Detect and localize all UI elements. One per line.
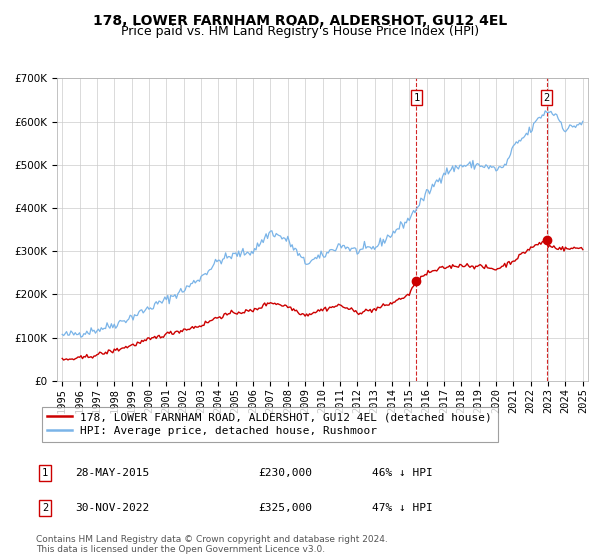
- Text: £230,000: £230,000: [258, 468, 312, 478]
- Text: 178, LOWER FARNHAM ROAD, ALDERSHOT, GU12 4EL: 178, LOWER FARNHAM ROAD, ALDERSHOT, GU12…: [93, 14, 507, 28]
- Text: 46% ↓ HPI: 46% ↓ HPI: [372, 468, 433, 478]
- Text: Contains HM Land Registry data © Crown copyright and database right 2024.: Contains HM Land Registry data © Crown c…: [36, 535, 388, 544]
- Text: 1: 1: [413, 93, 419, 103]
- Legend: 178, LOWER FARNHAM ROAD, ALDERSHOT, GU12 4EL (detached house), HPI: Average pric: 178, LOWER FARNHAM ROAD, ALDERSHOT, GU12…: [41, 407, 498, 442]
- Text: 2: 2: [42, 503, 48, 513]
- Text: This data is licensed under the Open Government Licence v3.0.: This data is licensed under the Open Gov…: [36, 545, 325, 554]
- Text: £325,000: £325,000: [258, 503, 312, 513]
- Text: 30-NOV-2022: 30-NOV-2022: [75, 503, 149, 513]
- Text: 2: 2: [544, 93, 550, 103]
- Text: 28-MAY-2015: 28-MAY-2015: [75, 468, 149, 478]
- Text: 1: 1: [42, 468, 48, 478]
- Text: 47% ↓ HPI: 47% ↓ HPI: [372, 503, 433, 513]
- Text: Price paid vs. HM Land Registry's House Price Index (HPI): Price paid vs. HM Land Registry's House …: [121, 25, 479, 38]
